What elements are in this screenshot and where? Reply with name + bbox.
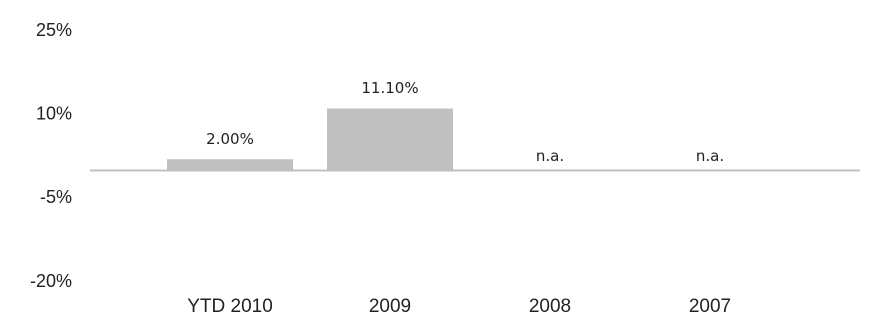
bar — [167, 159, 293, 171]
data-label: n.a. — [696, 147, 724, 165]
y-tick-label: -20% — [30, 271, 72, 291]
data-label: n.a. — [536, 147, 564, 165]
category-label: 2009 — [369, 296, 411, 317]
y-tick-label: 10% — [36, 103, 72, 123]
y-tick-label: 25% — [36, 20, 72, 40]
category-label: 2007 — [689, 296, 731, 317]
data-labels: 2.00% 11.10% n.a. n.a. — [206, 79, 724, 165]
bar — [327, 108, 453, 171]
data-label: 11.10% — [361, 79, 418, 97]
bars — [167, 108, 453, 171]
y-axis-labels: 25% 10% -5% -20% — [30, 20, 72, 291]
y-tick-label: -5% — [40, 187, 72, 207]
category-label: YTD 2010 — [187, 296, 273, 317]
category-label: 2008 — [529, 296, 571, 317]
category-labels: YTD 2010 2009 2008 2007 — [187, 296, 731, 317]
data-label: 2.00% — [206, 130, 254, 148]
